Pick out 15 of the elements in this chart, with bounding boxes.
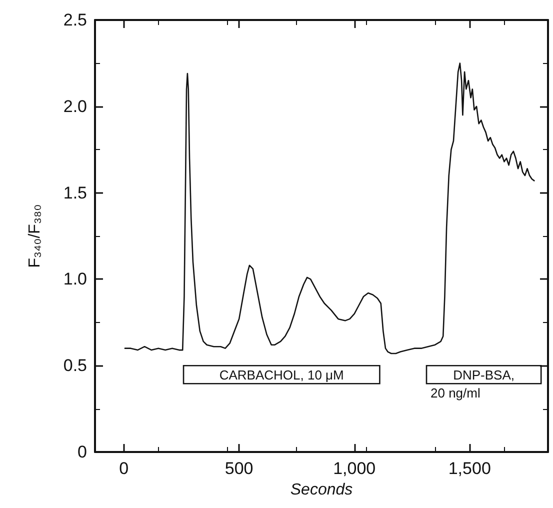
x-tick-label: 1,500 [448,459,491,478]
band-label: DNP-BSA, 20 ng/ml [430,368,514,401]
y-tick-label: 2.0 [63,96,87,116]
x-tick-label: 500 [224,459,254,478]
y-tick-label: 0 [78,442,87,462]
band-label: CARBACHOL, 10 μM [219,368,344,383]
y-tick-label: 2.5 [63,10,87,30]
y-tick-label: 1.5 [63,183,87,202]
line-series [124,62,535,354]
x-tick-label: 1,000 [333,459,376,478]
y-tick-label: 0.5 [63,356,87,376]
x-tick-label: 0 [119,459,129,478]
x-axis-title: Seconds [290,481,353,498]
y-tick-label: 1.0 [63,270,87,289]
y-axis-title: F₃₄₀/F₃₈₀ [26,204,44,268]
